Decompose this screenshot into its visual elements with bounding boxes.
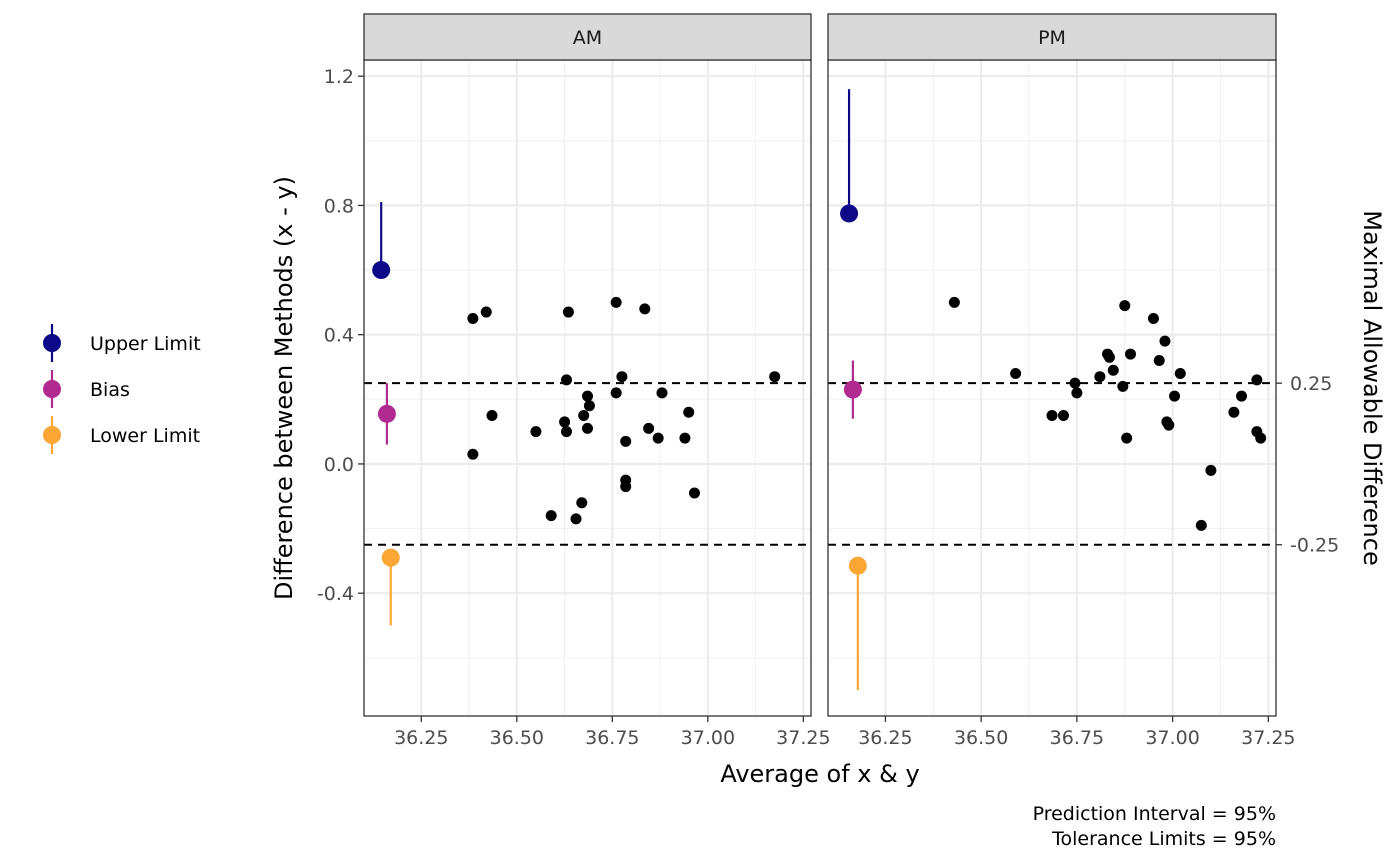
data-point xyxy=(1255,432,1267,444)
legend-label-upper-limit: Upper Limit xyxy=(90,333,201,355)
lower-limit-estimate xyxy=(848,556,867,575)
panel-am: AM 36.25 36.50 36.75 37.00 37.25 -0.4 0.0 0.4 0.8… xyxy=(317,13,831,749)
data-point xyxy=(1046,409,1058,421)
data-point xyxy=(480,306,492,318)
data-point xyxy=(1057,409,1069,421)
data-point xyxy=(1124,348,1136,360)
data-point xyxy=(1119,300,1131,312)
data-point xyxy=(620,481,632,493)
bias-estimate xyxy=(843,380,862,399)
data-point xyxy=(467,448,479,460)
data-point xyxy=(530,426,542,438)
data-point xyxy=(545,510,557,522)
data-point xyxy=(1205,464,1217,476)
data-point xyxy=(1117,380,1129,392)
data-point xyxy=(559,416,571,428)
data-point xyxy=(656,387,668,399)
data-point xyxy=(570,513,582,525)
x-tick-label: 36.50 xyxy=(490,727,544,749)
bias-estimate xyxy=(377,404,396,423)
secondary-y-axis-title: Maximal Allowable Difference xyxy=(1358,210,1386,565)
data-point xyxy=(583,400,595,412)
data-point xyxy=(1251,374,1263,386)
data-point xyxy=(1121,432,1133,444)
data-point xyxy=(1228,406,1240,418)
x-tick-label: 37.25 xyxy=(776,727,830,749)
data-point xyxy=(1069,377,1081,389)
x-tick-label: 36.25 xyxy=(394,727,448,749)
data-point xyxy=(688,487,700,499)
data-point xyxy=(1010,367,1022,379)
legend-key-dot-lower-limit xyxy=(43,426,61,444)
data-point xyxy=(639,303,651,315)
x-axis-title: Average of x & y xyxy=(720,760,919,788)
data-point xyxy=(643,422,655,434)
y-tick-label: 0.4 xyxy=(324,325,354,347)
data-point xyxy=(576,497,588,509)
data-point xyxy=(1107,364,1119,376)
strip-label: AM xyxy=(573,27,602,49)
data-point xyxy=(560,374,572,386)
data-point xyxy=(486,409,498,421)
legend: Upper Limit Bias Lower Limit xyxy=(43,324,201,454)
data-point xyxy=(1153,355,1165,367)
x-tick-label: 37.00 xyxy=(1145,727,1199,749)
strip-label: PM xyxy=(1038,27,1066,49)
data-point xyxy=(1174,367,1186,379)
data-point xyxy=(616,371,628,383)
data-point xyxy=(1103,351,1115,363)
legend-key-dot-upper-limit xyxy=(43,334,61,352)
legend-key-dot-bias xyxy=(43,380,61,398)
data-point xyxy=(1094,371,1106,383)
strip-background xyxy=(827,13,1277,61)
data-point xyxy=(610,387,622,399)
panel-pm: PM 36.25 36.50 36.75 37.00 37.25 0.25 -0.25 xyxy=(827,13,1339,749)
panel-background xyxy=(364,60,811,716)
data-point xyxy=(1169,390,1181,402)
y-tick-label: 1.2 xyxy=(324,66,354,88)
legend-label-bias: Bias xyxy=(90,379,130,401)
x-tick-label: 36.25 xyxy=(858,727,912,749)
data-point xyxy=(1147,313,1159,325)
data-point xyxy=(1071,387,1083,399)
data-point xyxy=(582,422,593,434)
data-point xyxy=(683,406,695,418)
lower-limit-estimate xyxy=(381,548,400,567)
data-point xyxy=(560,426,572,438)
data-point xyxy=(467,313,479,325)
upper-limit-estimate xyxy=(372,261,391,280)
y-tick-label: 0.0 xyxy=(324,454,354,476)
x-tick-label: 36.50 xyxy=(954,727,1008,749)
x-tick-label: 36.75 xyxy=(1050,727,1104,749)
data-point xyxy=(1236,390,1248,402)
upper-limit-estimate xyxy=(840,204,859,223)
panels: AM 36.25 36.50 36.75 37.00 37.25 -0.4 0.0 0.4 0.8… xyxy=(317,13,1339,749)
data-point xyxy=(620,435,632,447)
data-point xyxy=(948,296,960,308)
y-axis-title: Difference between Methods (x - y) xyxy=(270,176,298,600)
data-point xyxy=(610,296,622,308)
strip-background xyxy=(363,13,812,61)
x-tick-label: 37.00 xyxy=(681,727,735,749)
x-tick-label: 36.75 xyxy=(585,727,639,749)
y-tick-label: 0.8 xyxy=(324,195,354,217)
legend-label-lower-limit: Lower Limit xyxy=(90,425,200,447)
panel-background xyxy=(828,60,1276,716)
data-point xyxy=(562,306,574,318)
data-point xyxy=(578,409,590,421)
caption-tolerance-limits: Tolerance Limits = 95% xyxy=(1051,828,1276,850)
data-point xyxy=(582,390,593,402)
x-tick-label: 37.25 xyxy=(1241,727,1295,749)
data-point xyxy=(1195,519,1207,531)
secondary-y-tick-label: -0.25 xyxy=(1290,535,1339,557)
data-point xyxy=(679,432,691,444)
data-point xyxy=(652,432,664,444)
y-tick-label: -0.4 xyxy=(317,583,354,605)
data-point xyxy=(1163,419,1175,431)
caption-prediction-interval: Prediction Interval = 95% xyxy=(1033,803,1276,825)
data-point xyxy=(769,371,781,383)
data-point xyxy=(1159,335,1171,347)
secondary-y-tick-label: 0.25 xyxy=(1290,373,1332,395)
